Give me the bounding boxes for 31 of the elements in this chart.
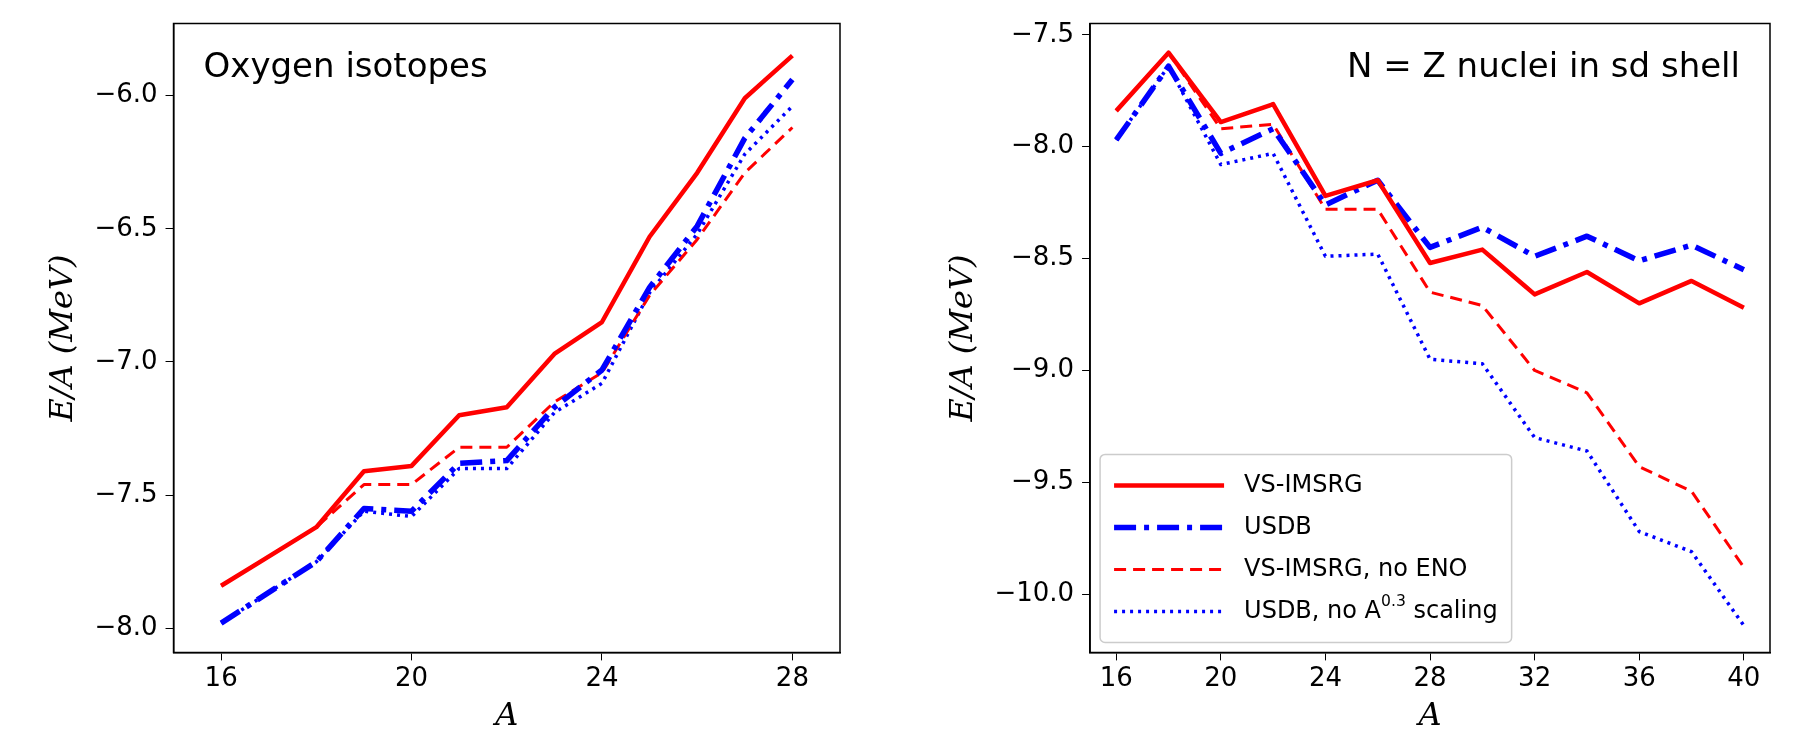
- x-axis-title: A: [1415, 695, 1442, 734]
- y-tick-label: −8.0: [1010, 129, 1075, 160]
- x-tick-label: 24: [585, 661, 619, 692]
- x-tick-label: 28: [1413, 661, 1447, 692]
- annotation: Oxygen isotopes: [203, 45, 488, 86]
- y-tick-label: −8.0: [94, 611, 158, 642]
- x-tick-label: 28: [775, 661, 809, 692]
- annotation: N = Z nuclei in sd shell: [1346, 45, 1741, 86]
- x-tick-label: 24: [1308, 661, 1342, 692]
- y-tick-label: −6.5: [94, 211, 158, 242]
- y-tick-label: −8.5: [1010, 241, 1075, 272]
- legend-label: USDB: [1244, 511, 1312, 540]
- x-tick-label: 20: [395, 661, 429, 692]
- y-tick-label: −7.5: [94, 477, 158, 508]
- x-tick-label: 16: [1099, 661, 1133, 692]
- y-tick-label: −10.0: [994, 576, 1075, 607]
- x-tick-label: 36: [1622, 661, 1656, 692]
- x-axis-title: A: [492, 695, 519, 734]
- x-tick-label: 16: [204, 661, 238, 692]
- legend-label: VS-IMSRG, no ENO: [1244, 553, 1468, 582]
- x-tick-label: 40: [1727, 661, 1761, 692]
- y-axis-title: E/A (MeV): [41, 254, 80, 423]
- y-tick-label: −9.5: [1010, 465, 1075, 496]
- y-axis-title: E/A (MeV): [941, 254, 980, 423]
- x-tick-label: 32: [1518, 661, 1552, 692]
- legend-label: VS-IMSRG: [1244, 469, 1363, 498]
- y-tick-label: −9.0: [1010, 353, 1075, 384]
- y-tick-label: −7.5: [1010, 17, 1075, 48]
- y-tick-label: −6.0: [94, 78, 158, 109]
- y-tick-label: −7.0: [94, 344, 158, 375]
- x-tick-label: 20: [1204, 661, 1238, 692]
